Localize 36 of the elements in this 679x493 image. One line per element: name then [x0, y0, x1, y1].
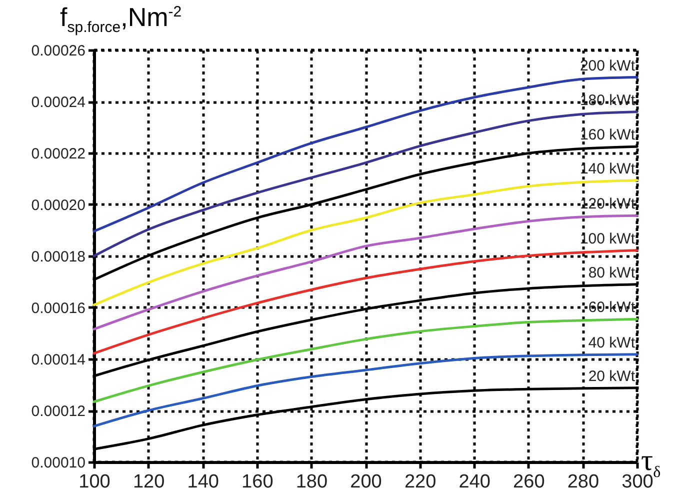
y-tick-label: 0.00018 — [31, 248, 86, 266]
x-tick-label: 100 — [78, 472, 110, 492]
series-label: 20 kWt — [588, 368, 636, 385]
series-label: 180 kWt — [580, 92, 636, 109]
y-tick-label: 0.00026 — [31, 42, 86, 60]
line-series — [92, 110, 638, 258]
series-label: 160 kWt — [580, 126, 636, 144]
x-tick-label: 140 — [187, 472, 219, 492]
y-tick-label: 0.00010 — [31, 454, 86, 472]
y-axis-title: f$_{sp.force}$,Nm$^{-2}$ — [60, 2, 182, 36]
x-tick-label: 260 — [513, 472, 545, 492]
line-series — [92, 318, 638, 403]
x-tick-label: 280 — [567, 472, 600, 492]
series-label: 140 kWt — [580, 160, 636, 178]
series-label: 80 kWt — [588, 264, 636, 282]
series-label: 200 kWt — [580, 57, 636, 74]
y-tick-label: 0.00012 — [31, 403, 86, 420]
x-tick-label: 160 — [242, 472, 274, 492]
x-tick-label: 240 — [458, 472, 490, 492]
series-label: 60 kWt — [588, 299, 636, 316]
y-tick-label: 0.00024 — [31, 94, 86, 111]
y-tick-label: 0.00014 — [31, 352, 86, 368]
line-series — [92, 214, 638, 330]
x-tick-label: 200 — [350, 472, 382, 492]
series-label: 40 kWt — [588, 334, 636, 352]
y-tick-label: 0.00020 — [31, 197, 86, 214]
line-series — [92, 76, 638, 233]
x-tick-label: 180 — [296, 472, 328, 492]
line-series — [92, 249, 638, 355]
x-tick-label: 120 — [132, 472, 165, 492]
y-tick-label: 0.00016 — [31, 300, 86, 317]
series-label: 100 kWt — [580, 230, 636, 248]
y-tick-label: 0.00022 — [31, 146, 86, 162]
x-tick-label: 220 — [404, 472, 436, 492]
series-label: 120 kWt — [580, 196, 636, 213]
line-series — [92, 353, 638, 428]
